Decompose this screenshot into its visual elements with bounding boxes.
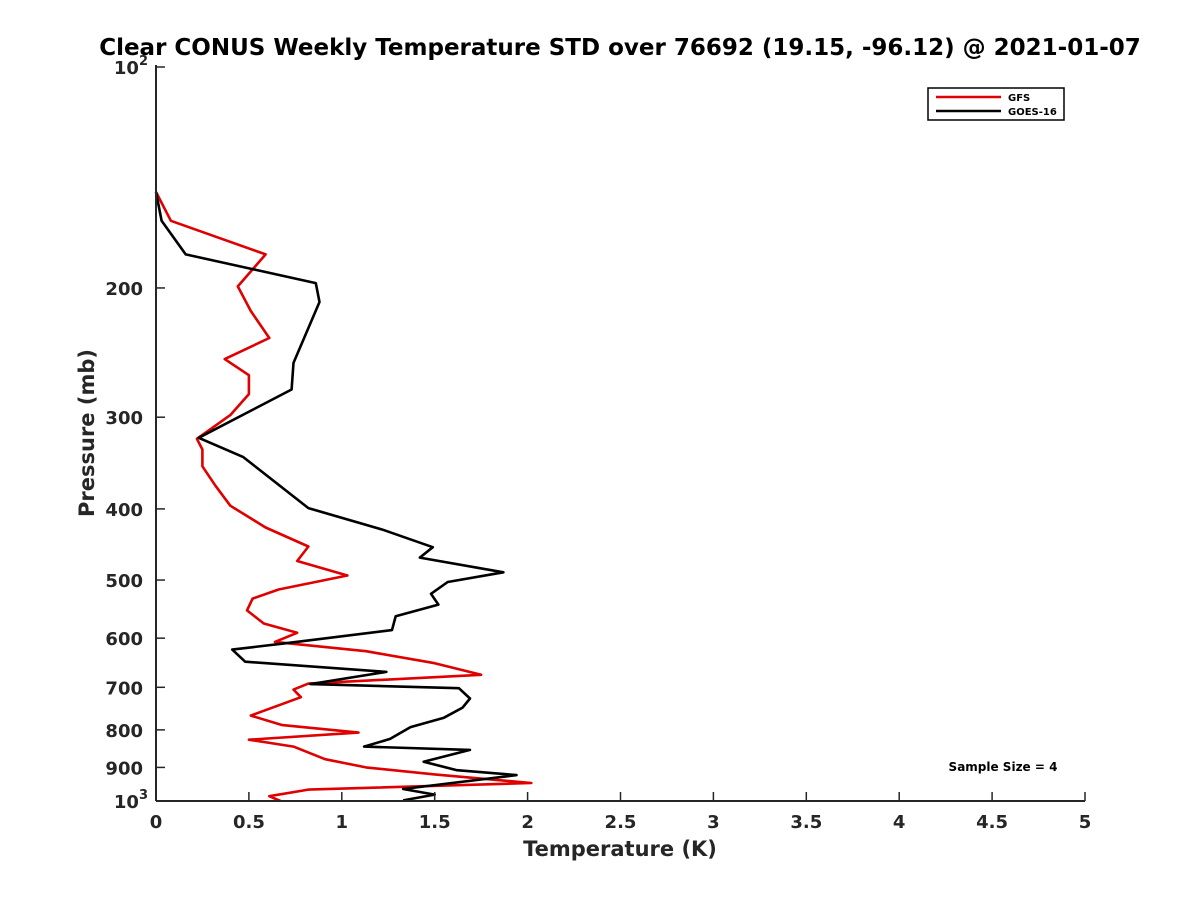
legend: GFS GOES-16: [927, 87, 1065, 121]
y-tick-label: 102: [114, 54, 148, 79]
y-tick-label: 800: [105, 721, 143, 742]
y-tick-label: 300: [105, 408, 143, 429]
y-tick-label: 900: [105, 758, 143, 779]
legend-label-goes16: GOES-16: [1008, 107, 1057, 118]
x-tick-label: 2: [521, 812, 534, 833]
legend-label-gfs: GFS: [1008, 93, 1030, 104]
series-line-goes16: [154, 191, 518, 802]
x-tick-label: 0.5: [233, 812, 265, 833]
y-axis-label: Pressure (mb): [75, 349, 99, 517]
sample-size-annotation: Sample Size = 4: [949, 760, 1058, 774]
x-tick-label: 1: [336, 812, 349, 833]
x-tick-label: 4.5: [976, 812, 1008, 833]
y-tick-label: 200: [105, 279, 143, 300]
y-axis-ticks: 102 200 300 400 500 600 700 800 900 103: [105, 54, 165, 813]
x-tick-label: 1.5: [419, 812, 451, 833]
x-tick-label: 5: [1079, 812, 1092, 833]
x-tick-label: 3.5: [790, 812, 822, 833]
y-tick-label: 103: [114, 788, 148, 813]
y-tick-label: 400: [105, 500, 143, 521]
y-tick-label: 700: [105, 678, 143, 699]
x-tick-label: 3: [707, 812, 720, 833]
x-tick-label: 0: [150, 812, 163, 833]
y-tick-label: 600: [105, 629, 143, 650]
plot-series-group: [154, 191, 533, 803]
chart-title: Clear CONUS Weekly Temperature STD over …: [99, 35, 1141, 61]
x-axis-label: Temperature (K): [523, 837, 717, 861]
x-axis-ticks: 0 0.5 1 1.5 2 2.5 3 3.5 4 4.5 5: [150, 792, 1092, 833]
y-tick-label: 500: [105, 571, 143, 592]
x-tick-label: 4: [893, 812, 906, 833]
legend-box: [927, 87, 1065, 121]
series-line-gfs: [154, 191, 533, 803]
x-tick-label: 2.5: [605, 812, 637, 833]
